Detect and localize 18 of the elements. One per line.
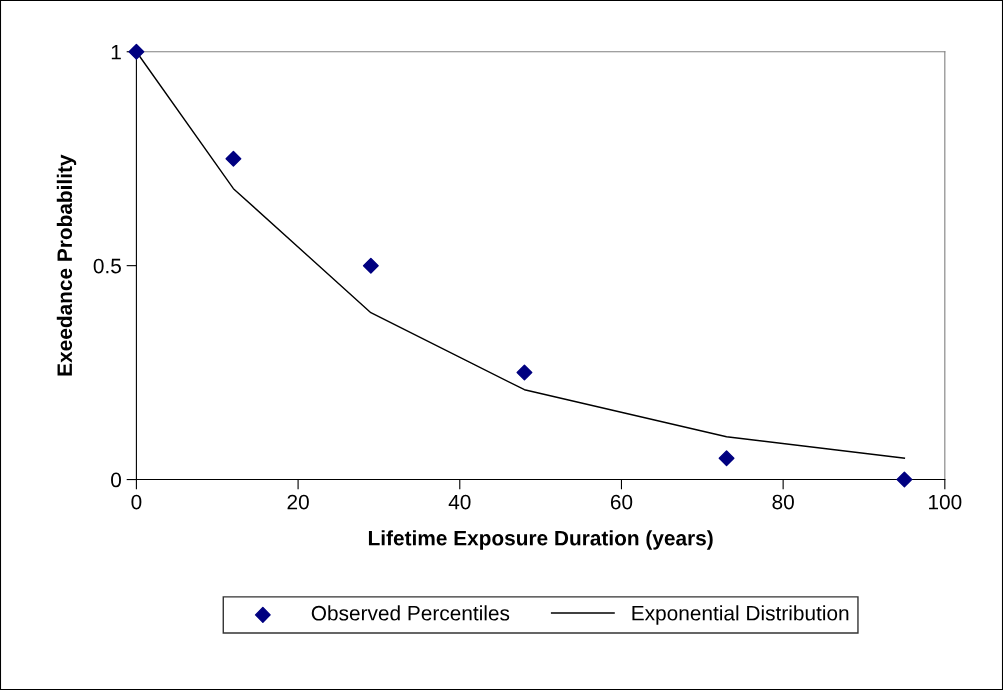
point bbox=[718, 450, 735, 467]
point bbox=[225, 150, 242, 167]
y-tick-label: 0.5 bbox=[93, 258, 121, 274]
point bbox=[896, 471, 913, 488]
y-axis-title: Exeedance Probability bbox=[56, 154, 77, 376]
x-axis-title: Lifetime Exposure Duration (years) bbox=[368, 530, 713, 550]
x-tick-label: 0 bbox=[131, 494, 142, 510]
y-tick-label: 1 bbox=[111, 44, 121, 60]
x-tick-label: 60 bbox=[610, 494, 633, 510]
point bbox=[362, 257, 379, 274]
x-tick-label: 20 bbox=[287, 494, 309, 510]
point bbox=[516, 364, 533, 381]
y-tick-label: 0 bbox=[111, 472, 122, 488]
x-tick-label: 40 bbox=[448, 494, 471, 510]
legend-label: Exponential Distribution bbox=[632, 605, 849, 625]
x-tick-label: 80 bbox=[772, 494, 794, 510]
legend-label: Observed Percentiles bbox=[311, 605, 510, 621]
x-tick-label: 100 bbox=[929, 494, 962, 510]
